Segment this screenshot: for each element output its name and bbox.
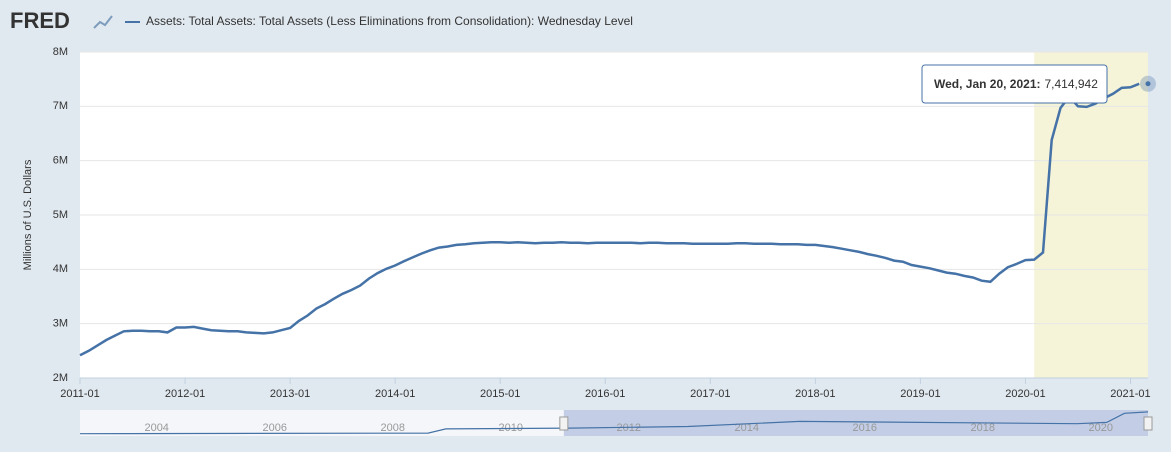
navigator-label: 2008 — [380, 422, 404, 434]
x-tick-label: 2021-01 — [1110, 388, 1150, 400]
navigator-label: 2016 — [853, 422, 877, 434]
navigator-label: 2004 — [144, 422, 168, 434]
x-tick-label: 2020-01 — [1005, 388, 1045, 400]
x-tick-label: 2019-01 — [900, 388, 940, 400]
y-tick-label: 8M — [53, 46, 68, 58]
x-tick-label: 2018-01 — [795, 388, 835, 400]
navigator-label: 2020 — [1089, 422, 1113, 434]
tooltip-box — [921, 64, 1108, 104]
series-line — [79, 82, 1140, 357]
navigator-handle[interactable] — [1143, 416, 1153, 431]
navigator-label: 2012 — [617, 422, 641, 434]
y-tick-label: 6M — [53, 155, 68, 167]
logo-icon — [93, 15, 113, 29]
navigator-label: 2018 — [971, 422, 995, 434]
y-tick-label: 7M — [53, 100, 68, 112]
tooltip-point-core — [1145, 81, 1151, 87]
y-tick-label: 4M — [53, 263, 68, 275]
x-tick-label: 2016-01 — [585, 388, 625, 400]
logo: FRED — [10, 8, 70, 33]
navigator-line — [79, 411, 1149, 435]
y-tick-label: 5M — [53, 209, 68, 221]
x-tick-label: 2015-01 — [480, 388, 520, 400]
navigator-label: 2006 — [262, 422, 286, 434]
x-tick-label: 2011-01 — [60, 388, 100, 400]
x-tick-label: 2014-01 — [375, 388, 415, 400]
y-tick-label: 2M — [53, 372, 68, 384]
tooltip-value: 7,414,942 — [1045, 77, 1099, 91]
navigator-label: 2014 — [735, 422, 759, 434]
legend-label: Assets: Total Assets: Total Assets (Less… — [146, 14, 633, 28]
x-tick-label: 2017-01 — [690, 388, 730, 400]
tooltip-text: Wed, Jan 20, 2021: 7,414,942 — [934, 77, 1098, 91]
navigator-handle[interactable] — [559, 416, 569, 431]
y-axis-title: Millions of U.S. Dollars — [22, 159, 34, 270]
tooltip-date: Wed, Jan 20, 2021: — [934, 77, 1041, 91]
x-tick-label: 2012-01 — [165, 388, 205, 400]
x-tick-label: 2013-01 — [270, 388, 310, 400]
y-tick-label: 3M — [53, 318, 68, 330]
